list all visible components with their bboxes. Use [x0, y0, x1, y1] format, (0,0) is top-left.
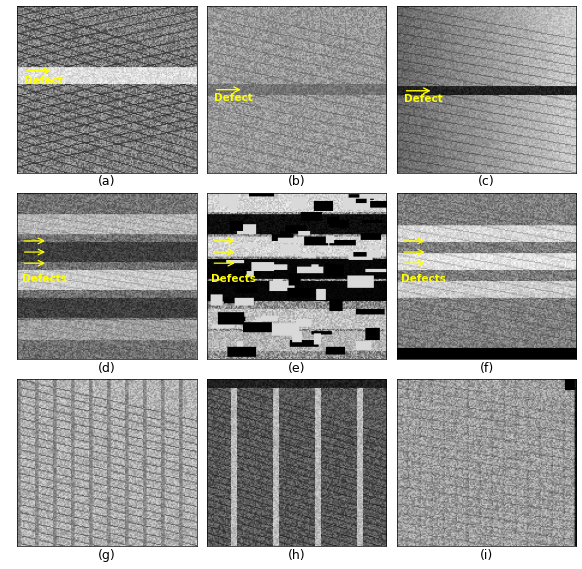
X-axis label: (a): (a): [98, 175, 116, 188]
X-axis label: (f): (f): [480, 362, 494, 375]
X-axis label: (e): (e): [288, 362, 306, 375]
Text: Defect: Defect: [214, 93, 253, 103]
Text: Defects: Defects: [22, 274, 66, 284]
Text: Defects: Defects: [211, 274, 256, 284]
Text: Defects: Defects: [401, 274, 446, 284]
X-axis label: (h): (h): [288, 549, 306, 562]
X-axis label: (d): (d): [98, 362, 116, 375]
X-axis label: (g): (g): [98, 549, 116, 562]
X-axis label: (i): (i): [480, 549, 494, 562]
X-axis label: (b): (b): [288, 175, 306, 188]
X-axis label: (c): (c): [478, 175, 495, 188]
Text: Defect: Defect: [24, 76, 63, 86]
Text: Defect: Defect: [404, 94, 442, 104]
